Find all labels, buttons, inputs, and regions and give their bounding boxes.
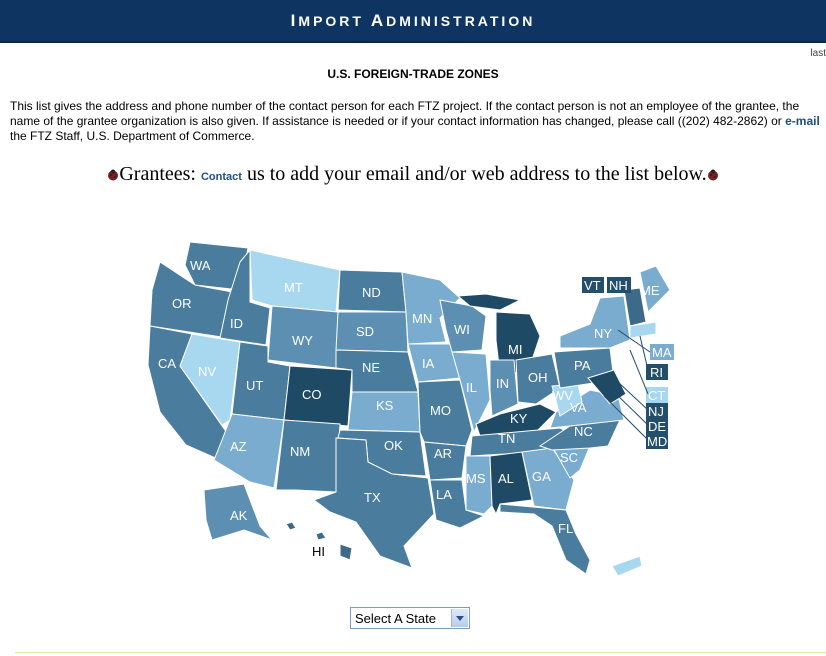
- state-AK[interactable]: [203, 483, 274, 542]
- state-label-CA: CA: [158, 356, 176, 371]
- state-AZ[interactable]: [213, 413, 285, 489]
- state-label-AL: AL: [498, 471, 514, 486]
- state-label-AZ: AZ: [230, 439, 247, 454]
- ladybug-icon: [108, 169, 119, 181]
- state-label-MO: MO: [430, 403, 451, 418]
- intro-paragraph: This list gives the address and phone nu…: [10, 99, 820, 143]
- state-IL[interactable]: [451, 351, 491, 434]
- state-label-IN: IN: [496, 376, 509, 391]
- state-label-UT: UT: [246, 378, 263, 393]
- state-label-ND: ND: [362, 285, 381, 300]
- state-label-KS: KS: [376, 398, 394, 413]
- grantees-notice: Grantees: Contact us to add your email a…: [0, 163, 826, 186]
- state-label-IA: IA: [422, 356, 435, 371]
- state-label-WY: WY: [292, 333, 313, 348]
- state-label-NM: NM: [290, 444, 310, 459]
- state-label-GA: GA: [532, 469, 551, 484]
- last-updated-label: last: [810, 48, 826, 59]
- state-label-OR: OR: [172, 296, 192, 311]
- state-label-SD: SD: [356, 324, 374, 339]
- state-HI[interactable]: [285, 521, 353, 561]
- state-label-AK: AK: [230, 508, 248, 523]
- state-label-DE: DE: [648, 419, 666, 434]
- state-LA[interactable]: [429, 479, 486, 529]
- state-label-MI: MI: [508, 342, 522, 357]
- state-label-NH: NH: [609, 278, 628, 293]
- state-label-NV: NV: [198, 364, 216, 379]
- state-NM[interactable]: [275, 419, 341, 493]
- state-MN[interactable]: [401, 271, 461, 345]
- state-ME[interactable]: [639, 265, 671, 314]
- state-AR[interactable]: [423, 441, 467, 481]
- state-TX[interactable]: [312, 437, 435, 569]
- state-label-KY: KY: [510, 411, 528, 426]
- state-label-HI: HI: [312, 544, 325, 559]
- state-label-TN: TN: [498, 431, 515, 446]
- header-banner: IMPORT ADMINISTRATION: [0, 0, 826, 43]
- site-title: IMPORT ADMINISTRATION: [290, 11, 536, 30]
- state-label-MN: MN: [412, 311, 432, 326]
- state-FL[interactable]: [499, 503, 591, 575]
- state-label-OH: OH: [528, 370, 548, 385]
- state-select-value: Select A State: [355, 611, 436, 626]
- state-MS[interactable]: [465, 455, 493, 515]
- state-label-VA: VA: [570, 400, 587, 415]
- footer-divider: [15, 652, 826, 653]
- state-label-MS: MS: [466, 471, 486, 486]
- state-NY[interactable]: [559, 295, 631, 349]
- state-label-VT: VT: [584, 278, 601, 293]
- state-select[interactable]: Select A State: [350, 607, 470, 629]
- state-label-MA: MA: [652, 345, 672, 360]
- state-label-TX: TX: [364, 490, 381, 505]
- state-label-WV: WV: [552, 388, 573, 403]
- state-label-CO: CO: [302, 387, 322, 402]
- state-label-WI: WI: [454, 322, 470, 337]
- state-labels: WA OR CA ID NV MT WY UT AZ CO NM ND SD N…: [158, 258, 660, 559]
- state-label-CT: CT: [648, 388, 665, 403]
- state-label-MD: MD: [647, 434, 667, 449]
- state-label-PA: PA: [574, 358, 591, 373]
- state-label-NC: NC: [574, 424, 593, 439]
- email-link[interactable]: e-mail: [785, 114, 820, 128]
- state-label-IL: IL: [466, 380, 477, 395]
- state-VA[interactable]: [549, 389, 625, 429]
- state-IN[interactable]: [489, 359, 519, 417]
- state-label-AR: AR: [434, 446, 452, 461]
- contact-link[interactable]: Contact: [200, 171, 242, 183]
- state-label-OK: OK: [384, 438, 403, 453]
- state-label-NE: NE: [362, 360, 380, 375]
- state-label-LA: LA: [436, 487, 452, 502]
- state-label-SC: SC: [560, 450, 578, 465]
- state-label-WA: WA: [190, 258, 211, 273]
- chevron-down-icon[interactable]: [451, 609, 468, 627]
- state-PR[interactable]: [611, 555, 643, 577]
- state-label-ME: ME: [640, 283, 660, 298]
- state-label-NY: NY: [594, 326, 612, 341]
- page-title: U.S. FOREIGN-TRADE ZONES: [327, 67, 499, 81]
- state-NV[interactable]: [179, 333, 241, 426]
- state-label-PR: PR: [614, 537, 632, 552]
- state-MA[interactable]: [629, 321, 657, 339]
- ladybug-icon: [707, 169, 718, 181]
- state-MI-upper[interactable]: [456, 293, 522, 311]
- state-WA[interactable]: [184, 241, 249, 291]
- state-label-ID: ID: [230, 316, 243, 331]
- state-label-FL: FL: [558, 521, 573, 536]
- state-label-MT: MT: [284, 280, 303, 295]
- state-label-RI: RI: [650, 365, 663, 380]
- small-state-labels: VT NH MA RI CT NJ DE MD: [582, 277, 674, 449]
- state-VT-NH[interactable]: [623, 287, 647, 327]
- state-NJ-DE-MD[interactable]: [587, 369, 627, 405]
- state-OH[interactable]: [515, 353, 561, 405]
- state-label-NJ: NJ: [648, 404, 664, 419]
